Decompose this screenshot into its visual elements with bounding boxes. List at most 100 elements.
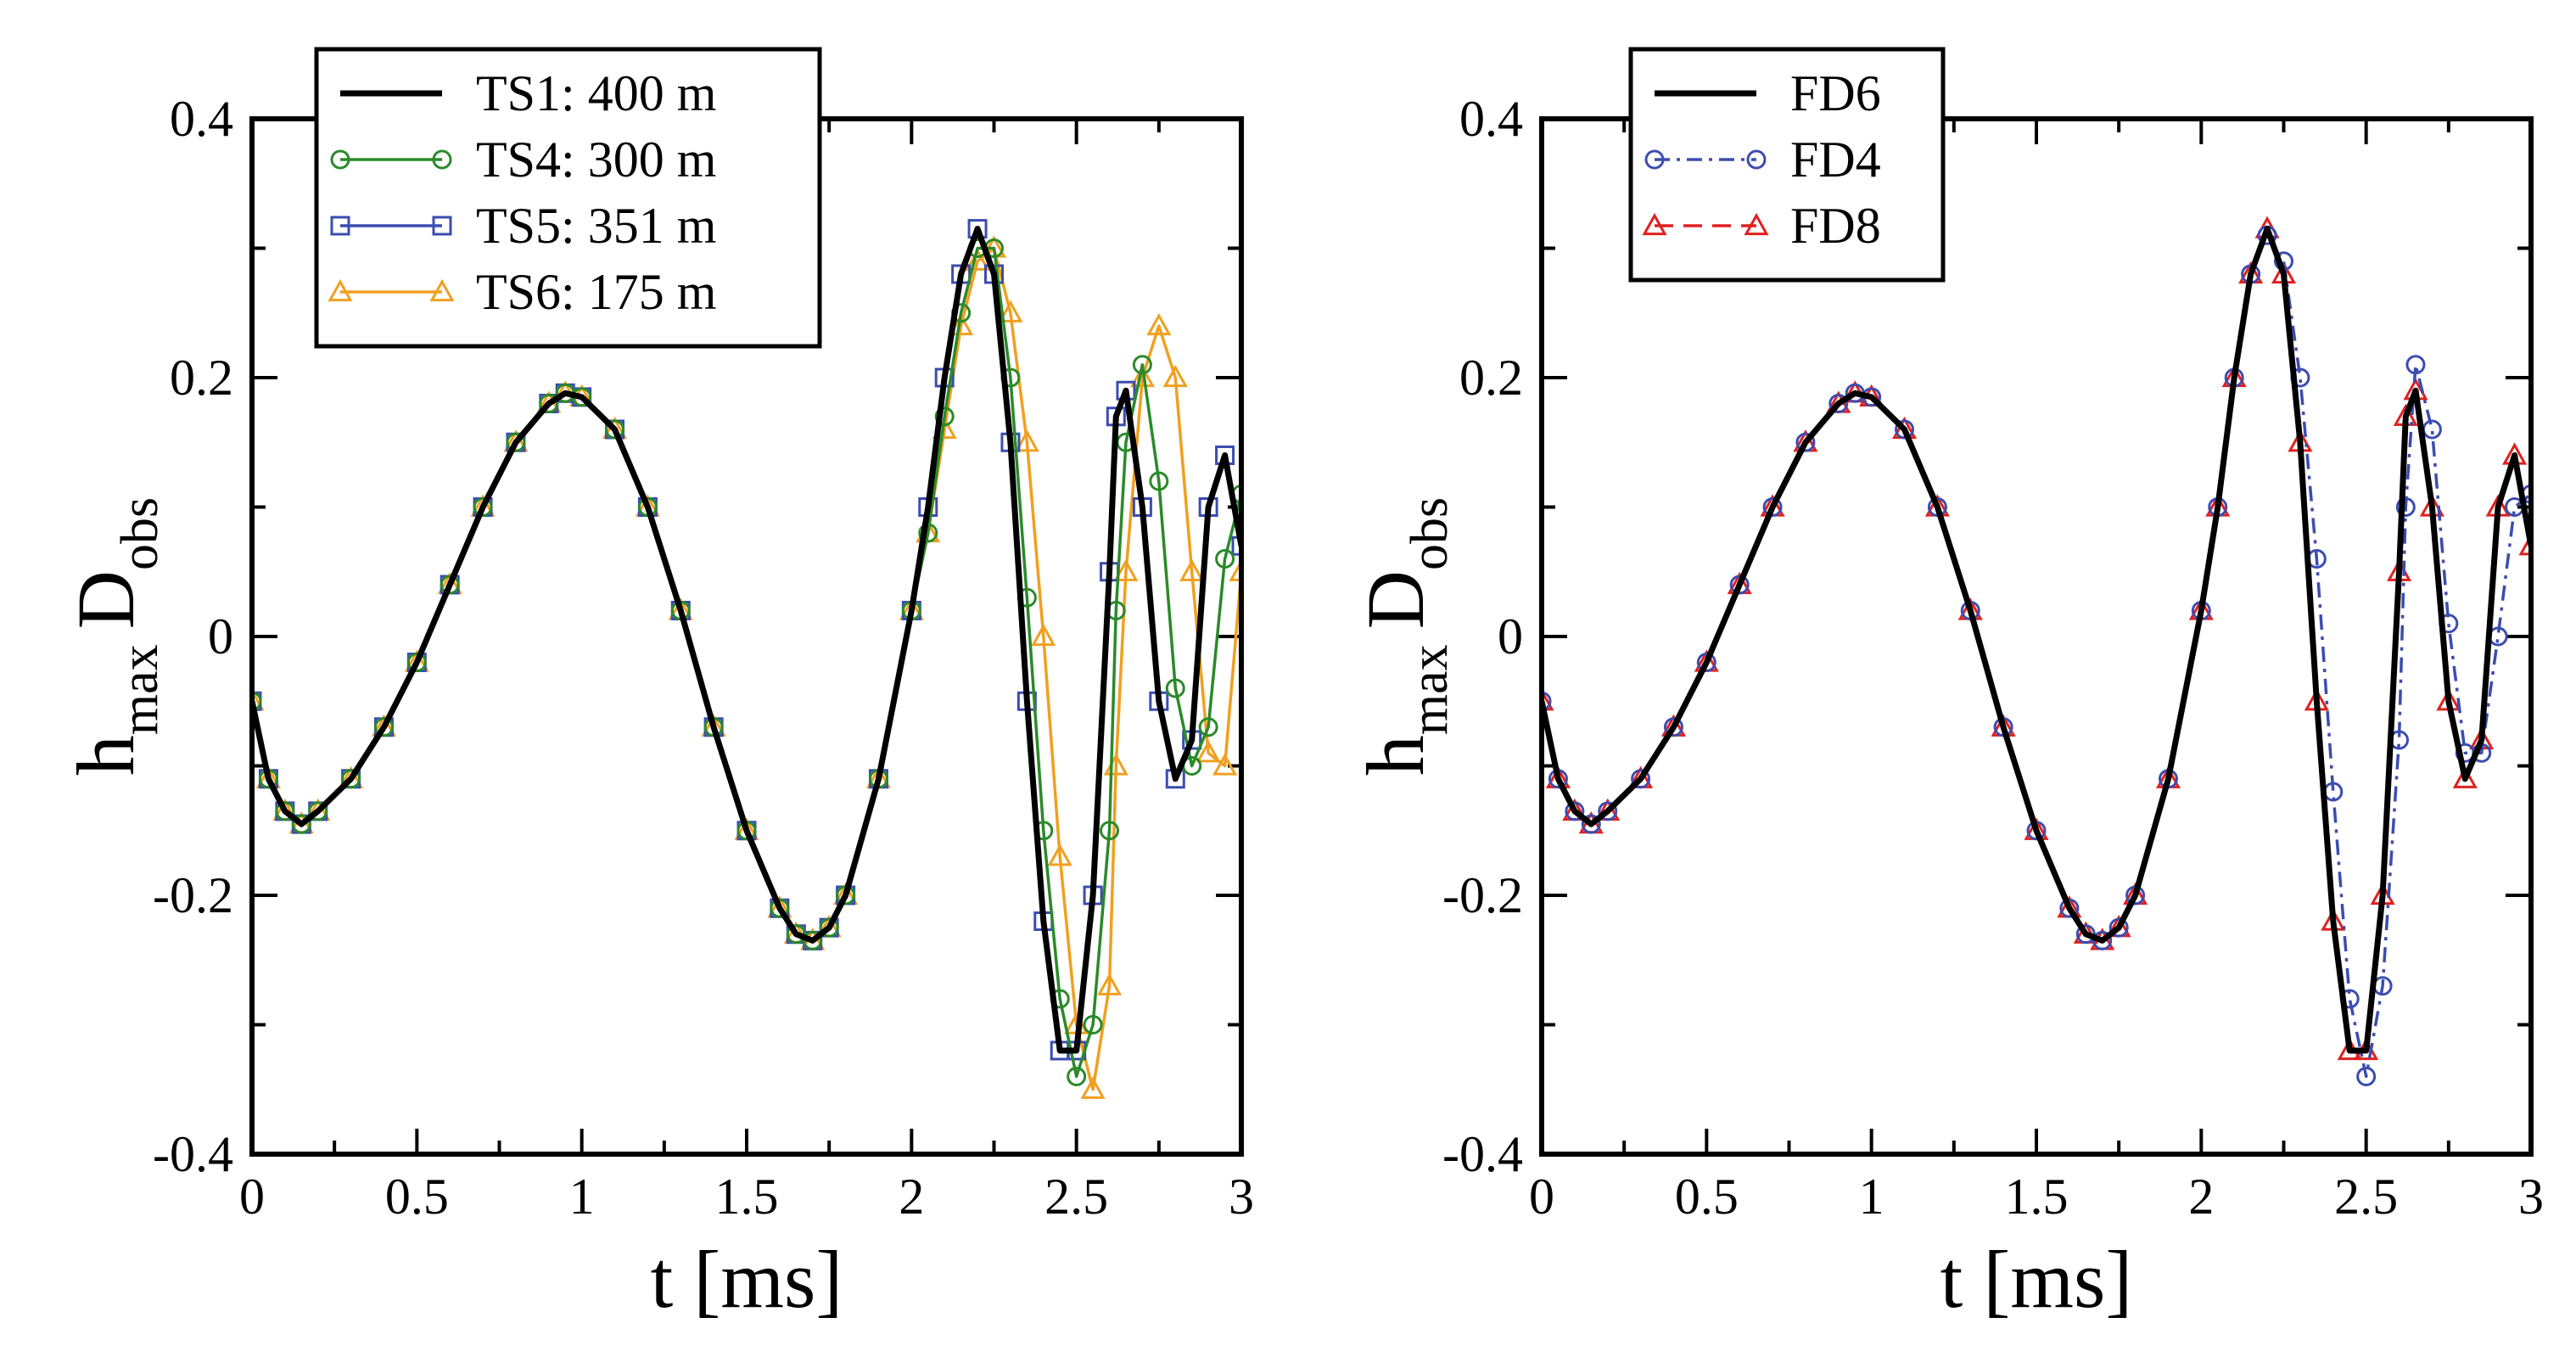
data-point [770,898,790,918]
legend-marker [1744,212,1769,236]
y-tick-label: -0.2 [153,867,233,923]
chart-panel-1: 0 0.5 1 1.5 2 2.5 3 -0.4 -0.2 0 0.2 0.4 t [ms] hmax Do… [60,47,1254,1325]
y-tick-label: -0.4 [153,1126,233,1182]
data-point [1828,394,1849,413]
data-point [406,653,427,672]
legend-box [1628,47,1946,283]
legend-label: TS6: 175 m [476,264,716,320]
legend-label: FD6 [1790,65,1881,121]
legend-item: FD6 [1655,65,1881,121]
data-point [2092,930,2113,950]
y-tick-label: 0.2 [1459,350,1523,406]
legend-label: FD4 [1790,132,1881,188]
x-axis-title: t [ms] [651,1234,843,1325]
data-point [1542,691,1552,711]
data-point [934,406,955,427]
x-tick-label: 1 [1859,1169,1884,1225]
plot-area [252,219,1241,1099]
x-tick-label: 0 [239,1169,265,1225]
data-point [1631,769,1651,789]
y-tick-label: 0 [1498,608,1523,664]
data-point [1231,535,1241,556]
y-title-h: h [1350,735,1441,776]
chart-panel-2: 0 0.5 1 1.5 2 2.5 3 -0.4 -0.2 0 0.2 0.4 t [ms] hmax Do… [1350,47,2544,1325]
data-point [252,688,265,711]
legend-label: TS1: 400 m [476,65,716,121]
legend-marker [1642,212,1667,236]
data-point [1565,801,1585,821]
series-FD4 [1542,225,2531,1086]
y-axis-title: hmax Dobs [60,497,169,776]
y-tick-label: -0.2 [1442,867,1523,923]
legend-label: TS4: 300 m [476,132,716,188]
legend-marker [1746,149,1767,170]
legend-item: TS6: 175 m [328,264,716,320]
data-point [1146,312,1172,336]
legend-item: FD4 [1644,132,1881,188]
series-line [252,246,1241,1091]
data-point [2075,924,2096,945]
data-point [1196,740,1221,763]
data-point [1696,653,1716,672]
y-tick-label: 0.4 [1459,91,1523,147]
y-title-sub-obs: obs [1401,497,1459,570]
series-line [1542,227,2531,1052]
data-point [373,717,394,737]
y-tick-label: 0.4 [170,91,233,147]
data-point [1895,419,1915,440]
data-point [1080,1076,1106,1099]
data-point [2395,497,2416,517]
data-point [291,814,311,834]
data-point [308,801,328,821]
y-tick-label: -0.4 [1442,1126,1523,1182]
data-point [1047,844,1072,866]
data-point [965,248,990,271]
x-tick-label: 0.5 [1675,1169,1739,1225]
data-point [786,924,806,945]
data-point [1598,801,1618,821]
data-point [1729,575,1750,595]
data-point [2405,355,2426,375]
data-point [1132,355,1152,375]
data-point [2452,765,2478,788]
data-point [2108,917,2129,938]
data-point [341,769,361,789]
series-TS6: 175 m [252,235,1241,1099]
data-point [2059,898,2080,918]
x-tick-label: 2 [899,1169,924,1225]
y-tick-label: 0 [208,608,233,664]
x-tick-label: 1.5 [2005,1169,2069,1225]
data-point [1031,623,1056,647]
data-point [819,917,839,938]
series-line [252,246,1241,1079]
data-point [1129,364,1155,388]
legend-label: TS5: 351 m [476,198,716,254]
legend: TS1: 400 m TS4: 300 m TS5: 351 m TS6: 175 m [314,47,822,349]
legend-item: TS5: 351 m [330,198,716,254]
data-point [998,300,1023,322]
legend-label: FD8 [1790,198,1881,254]
data-point [1762,497,1783,517]
series-line [252,227,1241,1052]
data-point [440,575,460,595]
data-point [252,691,262,711]
x-tick-label: 2.5 [2334,1169,2398,1225]
data-point [803,930,823,950]
data-point [1542,688,1554,711]
series-TS1: 400 m [252,226,1241,1054]
data-point [506,432,526,452]
legend-marker [330,216,350,236]
legend-box [314,47,822,349]
data-point [1100,821,1120,841]
x-tick-label: 3 [2518,1169,2544,1225]
data-point [1165,678,1185,698]
data-point [1179,558,1205,581]
data-point [473,497,493,517]
legend-marker [1644,149,1665,170]
data-point [605,419,625,440]
data-point [275,801,295,821]
data-point [1149,471,1169,491]
series-FD6 [1542,226,2531,1054]
legend-marker [429,278,455,302]
data-point [539,394,559,413]
